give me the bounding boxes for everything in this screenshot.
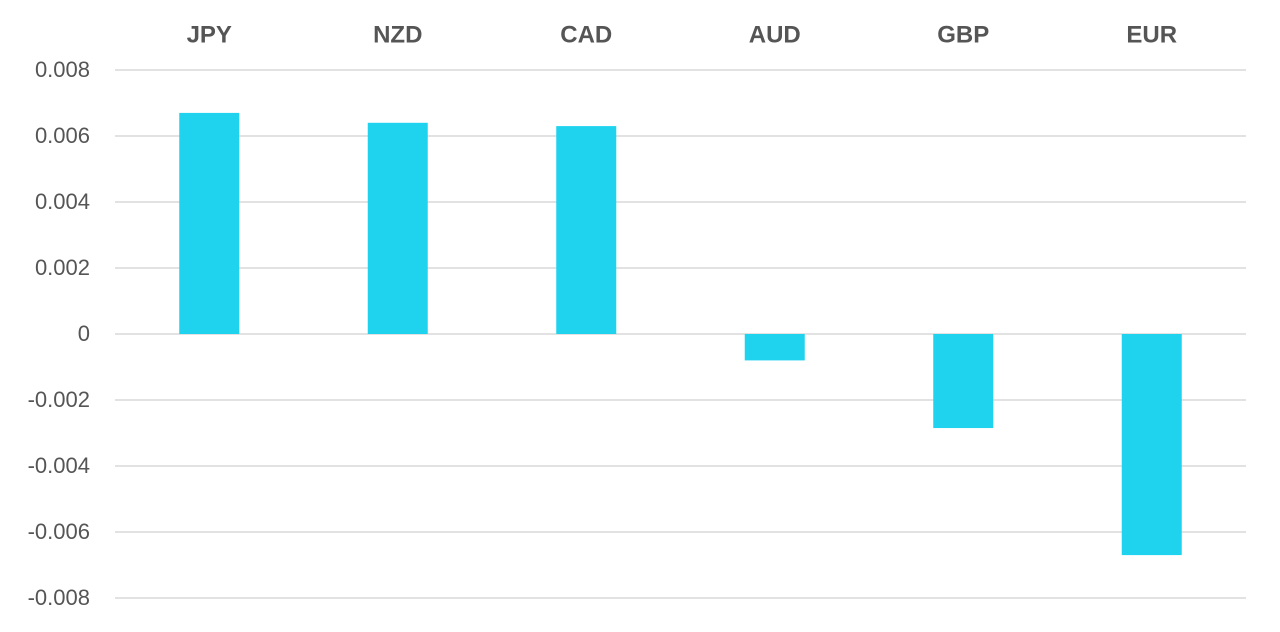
bar [367,122,428,334]
x-tick-label: GBP [937,21,989,48]
y-tick-label: 0 [78,321,90,346]
bar [179,112,240,335]
y-tick-label: 0.006 [35,123,90,148]
x-tick-label: JPY [187,21,232,48]
x-tick-label: EUR [1126,21,1177,48]
x-tick-label: NZD [373,21,422,48]
y-tick-label: -0.004 [28,453,90,478]
y-tick-label: -0.008 [28,585,90,610]
bar [933,334,994,429]
bar [556,126,617,334]
y-tick-label: 0.008 [35,57,90,82]
y-tick-label: -0.002 [28,387,90,412]
x-tick-label: CAD [560,21,612,48]
x-tick-label: AUD [749,21,801,48]
bar [1121,334,1182,556]
y-tick-label: 0.002 [35,255,90,280]
bar [744,334,805,361]
y-tick-label: 0.004 [35,189,90,214]
y-tick-label: -0.006 [28,519,90,544]
